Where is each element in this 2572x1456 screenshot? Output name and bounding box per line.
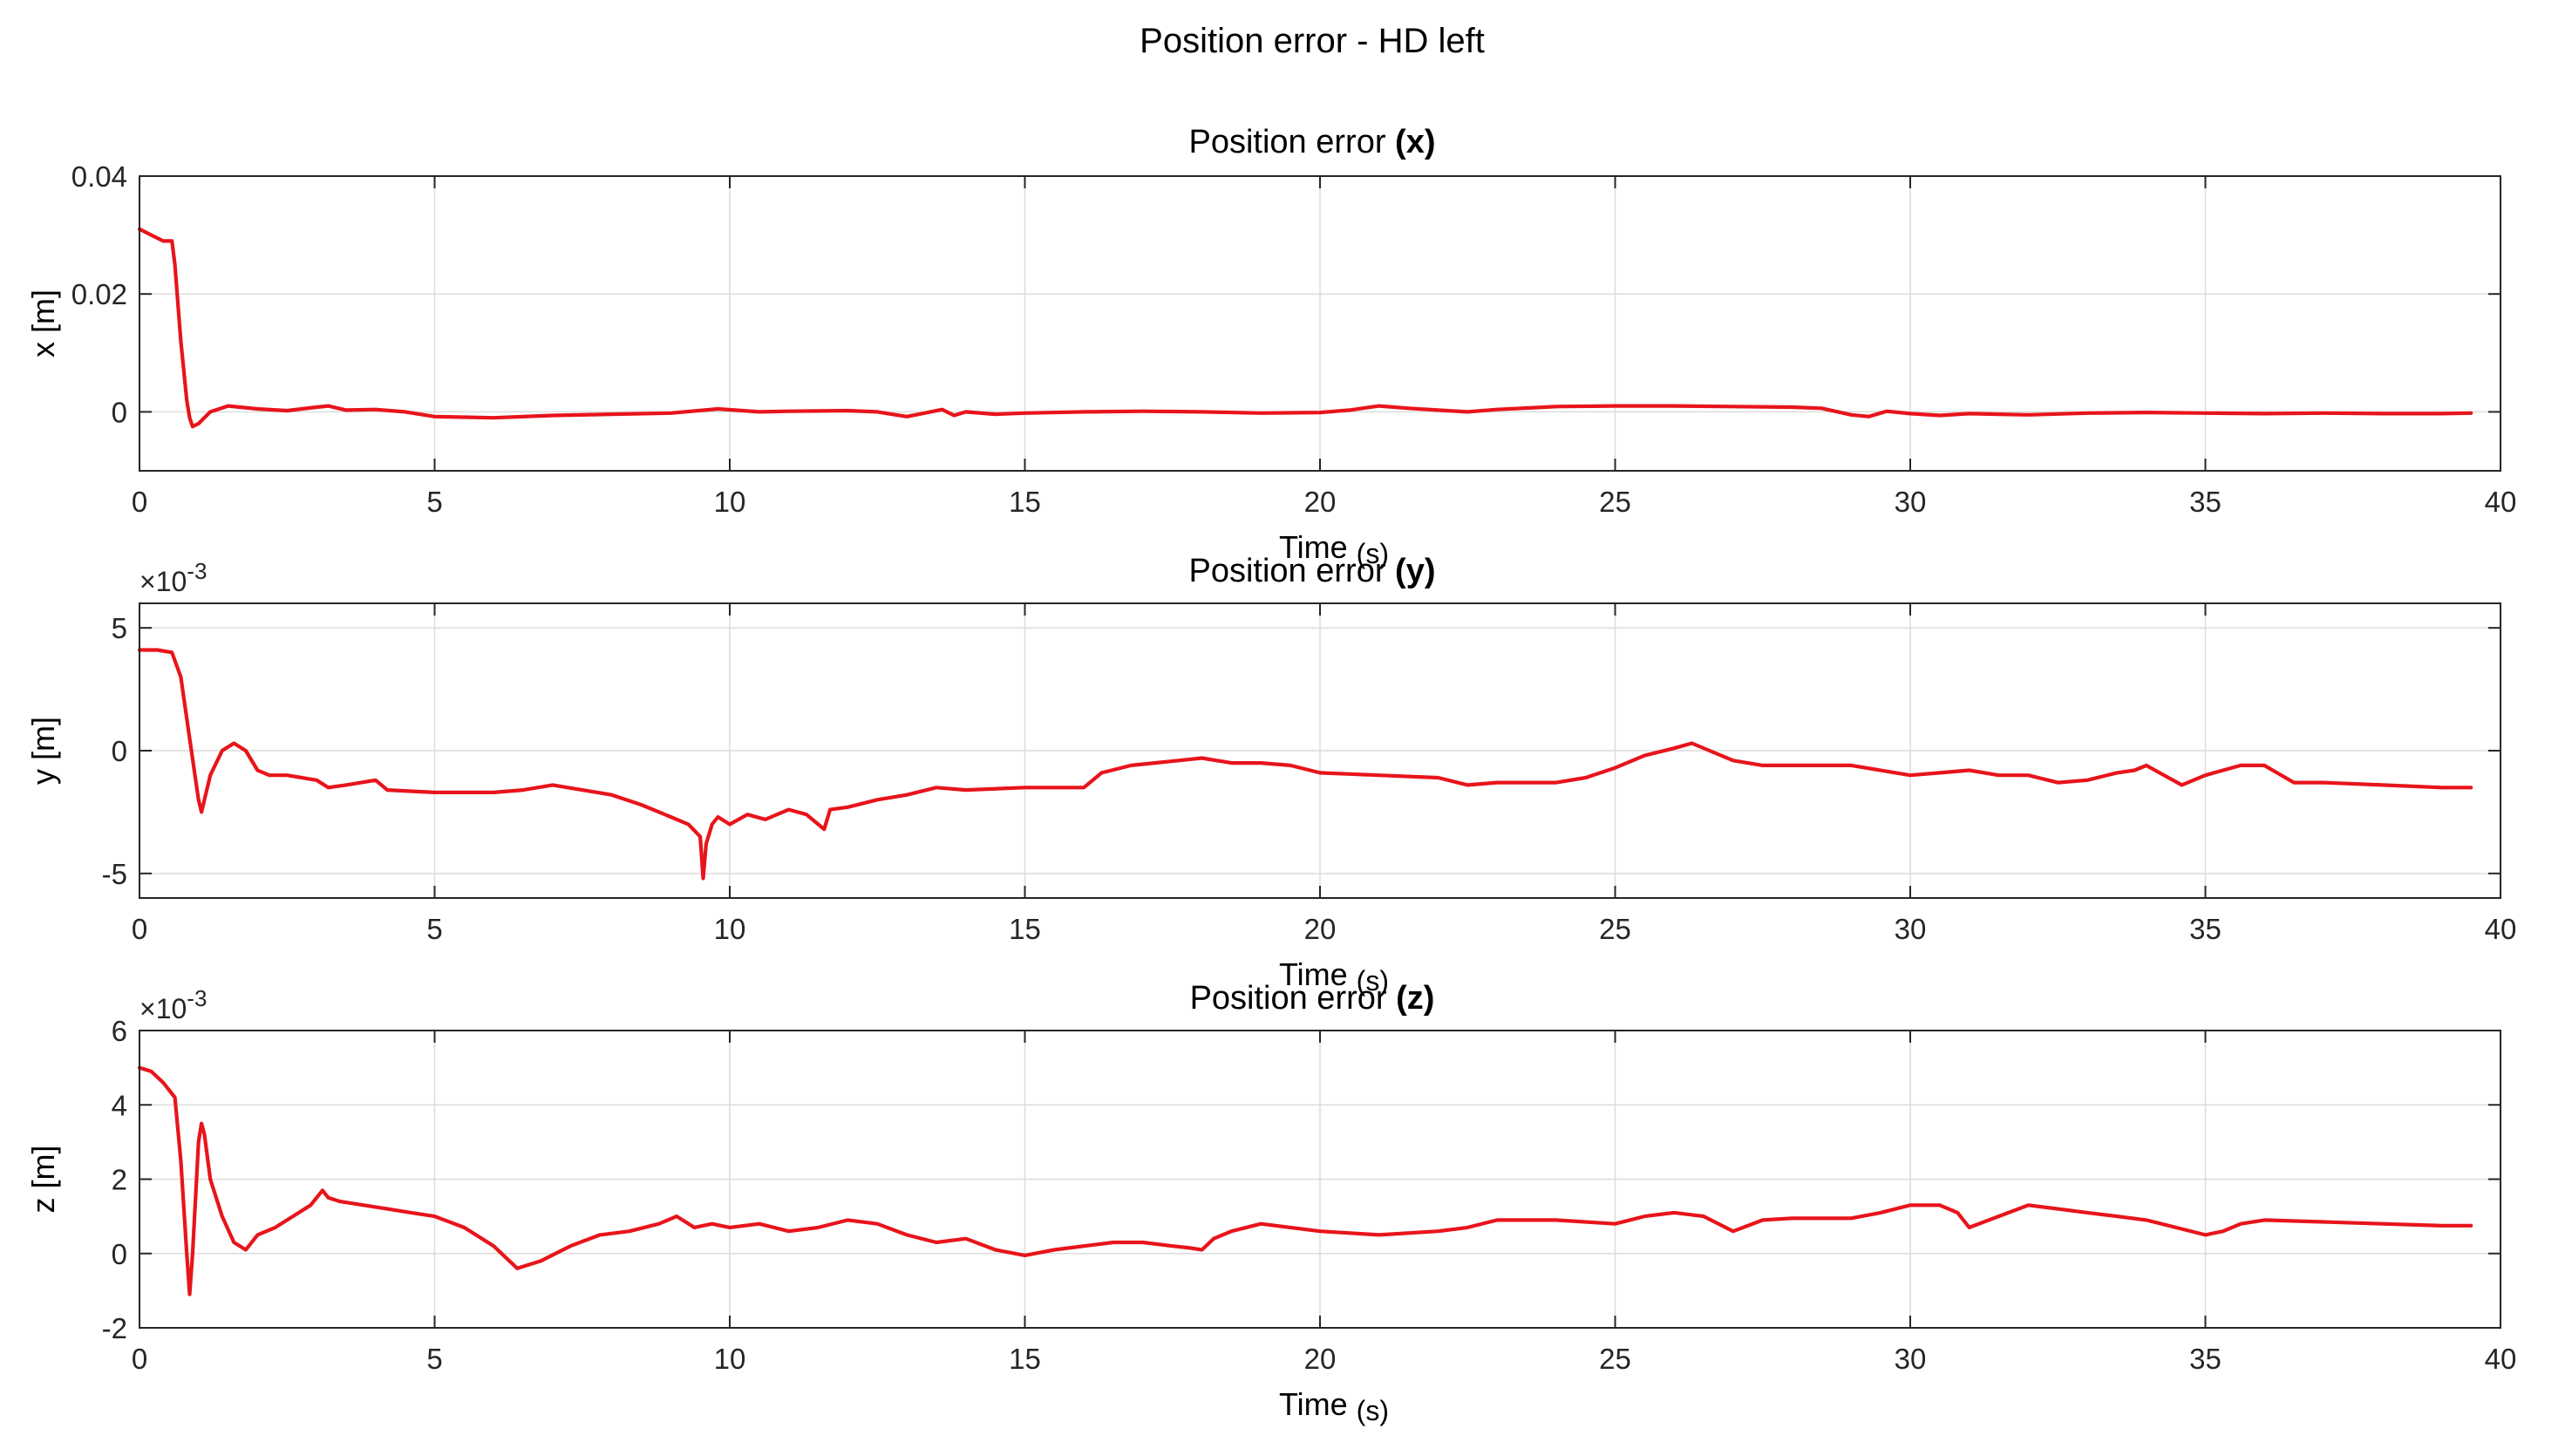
- y-tick-label: 4: [112, 1089, 127, 1121]
- x-axis-label: Time (s): [1279, 1386, 1389, 1426]
- y-tick-label: 2: [112, 1164, 127, 1196]
- x-tick-label: 35: [2189, 486, 2222, 518]
- y-tick-label: 6: [112, 1015, 127, 1047]
- series-line: [137, 227, 2473, 429]
- subplot-x: 0 5 10 15 20 25 30 35 40 0 0.02 0.04 Position error …: [25, 124, 2516, 569]
- x-tick-label: 0: [132, 913, 147, 945]
- subplot-y: 0 5 10 15 20 25 30 35 40-505×10-3 Position error …: [25, 553, 2516, 997]
- x-axis-label: Time (s): [1279, 529, 1389, 569]
- subplot-title: Position error (y): [1189, 553, 1436, 589]
- x-tick-label: 20: [1304, 486, 1337, 518]
- x-tick-label: 20: [1304, 913, 1337, 945]
- subplot-title: Position error (z): [1190, 980, 1435, 1017]
- y-tick-label: -2: [102, 1312, 127, 1344]
- y-axis-label: x [m]: [25, 289, 61, 357]
- x-axis-label: Time (s): [1279, 956, 1389, 997]
- y-tick-label: 0: [112, 735, 127, 767]
- x-tick-label: 0: [132, 486, 147, 518]
- x-tick-label: 5: [426, 1343, 442, 1375]
- x-tick-label: 10: [714, 1343, 746, 1375]
- x-tick-label: 30: [1895, 913, 1927, 945]
- x-tick-label: 5: [426, 913, 442, 945]
- y-axis-label: y [m]: [25, 717, 61, 785]
- x-tick-label: 10: [714, 913, 746, 945]
- y-exponent-label: ×10-3: [139, 985, 207, 1024]
- y-tick-label: -5: [102, 858, 127, 890]
- y-axis-label: z [m]: [25, 1146, 61, 1214]
- y-exponent-label: ×10-3: [139, 558, 207, 597]
- subplot-title: Position error (x): [1189, 124, 1436, 160]
- x-tick-label: 20: [1304, 1343, 1337, 1375]
- x-tick-label: 10: [714, 486, 746, 518]
- x-tick-label: 30: [1895, 1343, 1927, 1375]
- x-tick-label: 40: [2485, 1343, 2517, 1375]
- x-tick-label: 25: [1599, 913, 1631, 945]
- x-tick-label: 0: [132, 1343, 147, 1375]
- x-tick-label: 25: [1599, 1343, 1631, 1375]
- x-tick-label: 40: [2485, 486, 2517, 518]
- x-tick-label: 15: [1009, 1343, 1041, 1375]
- series-line: [137, 648, 2473, 881]
- x-tick-label: 5: [426, 486, 442, 518]
- y-tick-label: 0.02: [71, 278, 127, 310]
- x-tick-label: 25: [1599, 486, 1631, 518]
- y-tick-label: 5: [112, 612, 127, 644]
- y-tick-label: 0: [112, 1238, 127, 1270]
- x-tick-label: 15: [1009, 913, 1041, 945]
- x-tick-label: 35: [2189, 913, 2222, 945]
- figure-title: Position error - HD left: [1140, 22, 1485, 60]
- x-tick-label: 35: [2189, 1343, 2222, 1375]
- x-tick-label: 30: [1895, 486, 1927, 518]
- series-line: [137, 1065, 2473, 1296]
- y-tick-label: 0.04: [71, 160, 127, 193]
- x-tick-label: 15: [1009, 486, 1041, 518]
- x-tick-label: 40: [2485, 913, 2517, 945]
- y-tick-label: 0: [112, 396, 127, 428]
